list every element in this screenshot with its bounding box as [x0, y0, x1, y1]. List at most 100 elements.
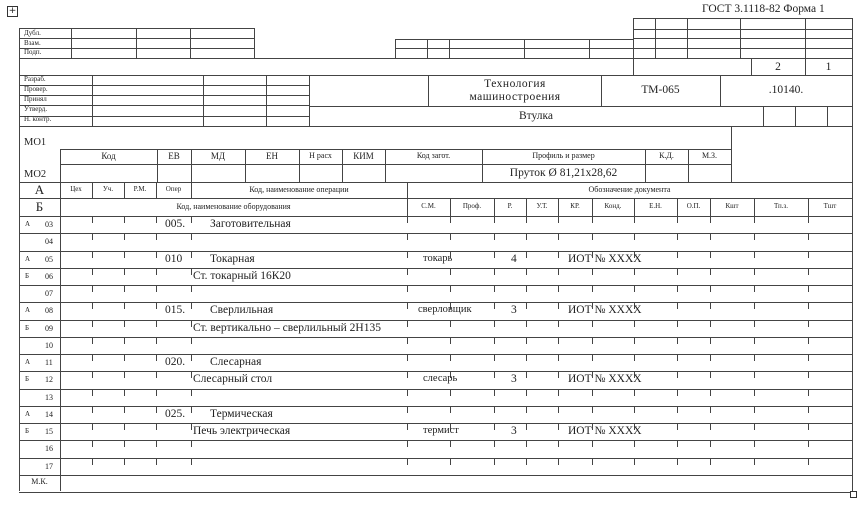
row-letter: Б	[25, 324, 30, 332]
label-mo2: МО2	[24, 169, 47, 180]
sign-prinyal: Принял	[24, 95, 47, 103]
header-en: ЕН	[266, 150, 278, 161]
row-letter: А	[25, 306, 31, 314]
operation-number: 005.	[165, 217, 186, 230]
profession: токарь	[423, 253, 453, 265]
row-letter: Б	[25, 427, 30, 435]
row-number: 15	[45, 426, 53, 436]
header-kond: Конд.	[604, 202, 622, 211]
category: 4	[511, 252, 517, 265]
row-number: 08	[45, 305, 53, 315]
operation-number: 015.	[165, 303, 186, 316]
table-move-icon[interactable]: +	[7, 6, 18, 17]
row-number: 06	[45, 271, 53, 281]
row-number: 12	[45, 374, 53, 384]
document-code: .10140.	[768, 84, 804, 97]
profession: термист	[423, 425, 459, 437]
header-uch: Уч.	[102, 185, 114, 194]
header-kd: К.Д.	[659, 151, 674, 161]
row-number: 07	[45, 288, 53, 298]
table-resize-icon[interactable]	[850, 491, 857, 498]
row-number: 05	[45, 254, 53, 264]
header-ksht: Кшт	[725, 202, 739, 211]
header-ut: У.Т.	[536, 202, 548, 211]
row-number: 03	[45, 219, 53, 229]
equipment-name: Слесарный стол	[193, 372, 273, 385]
sign-utverd: Утверд.	[24, 105, 48, 113]
label-podp: Подп.	[24, 48, 42, 56]
row-number: 14	[45, 409, 53, 419]
header-en2: Е.Н.	[649, 202, 662, 211]
sheets-total: 2	[775, 60, 781, 73]
group-code: ТМ-065	[641, 84, 680, 97]
category: 3	[511, 372, 517, 385]
operation-number: 010	[165, 252, 183, 265]
equipment-name: Ст. вертикально – сверлильный 2Н135	[193, 321, 381, 334]
operation-number: 025.	[165, 407, 186, 420]
row-letter: Б	[25, 272, 30, 280]
sign-razrab: Разраб.	[24, 75, 46, 83]
header-prof: Проф.	[462, 202, 482, 211]
row-number: 17	[45, 461, 53, 471]
header-document: Обозначение документа	[588, 184, 671, 194]
operation-name: Заготовительная	[210, 217, 291, 230]
instruction-doc: ИОТ № ХХХХ	[568, 424, 642, 437]
header-n-rash: Н расх	[309, 151, 332, 161]
operation-number: 020.	[165, 355, 186, 368]
header-tpz: Тп.з.	[773, 202, 789, 211]
category: 3	[511, 303, 517, 316]
organization: Технология машиностроения	[469, 78, 561, 103]
row-number: 09	[45, 323, 53, 333]
part-name: Втулка	[518, 109, 554, 122]
header-operation-name: Код, наименование операции	[249, 184, 349, 194]
form-title: ГОСТ 3.1118-82 Форма 1	[702, 3, 825, 15]
header-r: Р.	[507, 202, 513, 211]
row-number: 04	[45, 236, 53, 246]
operation-name: Слесарная	[210, 355, 262, 368]
row-letter: Б	[25, 375, 30, 383]
header-kod-zagot: Код загот.	[416, 151, 451, 161]
profession: сверловщик	[418, 304, 472, 316]
equipment-name: Ст. токарный 16К20	[193, 269, 291, 282]
operation-name: Термическая	[210, 407, 273, 420]
label-dubl: Дубл.	[24, 29, 41, 37]
header-kim: КИМ	[353, 150, 374, 161]
header-equipment: Код, наименование оборудования	[176, 201, 291, 211]
header-kr: КР.	[570, 202, 580, 211]
operation-name: Токарная	[210, 252, 255, 265]
instruction-doc: ИОТ № ХХХХ	[568, 372, 642, 385]
row-number: 11	[45, 357, 53, 367]
row-number: 13	[45, 392, 53, 402]
header-mz: М.З.	[701, 151, 718, 161]
label-vzam: Взам.	[24, 39, 41, 47]
profile-value: Пруток Ø 81,21х28,62	[509, 166, 618, 179]
equipment-name: Печь электрическая	[193, 424, 291, 437]
footer-mk: М.К.	[31, 477, 48, 487]
header-profile: Профиль и размер	[532, 151, 595, 161]
header-rm: Р.М.	[133, 185, 147, 194]
sheet-current: 1	[825, 60, 832, 73]
category: 3	[511, 424, 517, 437]
header-ceh: Цех	[70, 185, 82, 194]
operation-name: Сверлильная	[210, 303, 274, 316]
instruction-doc: ИОТ № ХХХХ	[568, 252, 642, 265]
sign-prover: Провер.	[24, 85, 48, 93]
profession: слесарь	[423, 373, 458, 385]
header-ev: ЕВ	[168, 150, 180, 161]
row-letter: А	[25, 410, 31, 418]
instruction-doc: ИОТ № ХХХХ	[568, 303, 642, 316]
row-a-letter: А	[34, 182, 45, 198]
row-number: 10	[45, 340, 53, 350]
row-letter: А	[25, 358, 31, 366]
header-tsht: Тшт	[823, 202, 837, 211]
row-letter: А	[25, 255, 31, 263]
header-oper: Опер	[165, 185, 182, 194]
label-mo1: МО1	[24, 137, 47, 148]
header-md: МД	[210, 150, 226, 161]
row-b-letter: Б	[35, 199, 44, 215]
row-number: 16	[45, 443, 53, 453]
row-letter: А	[25, 220, 31, 228]
header-kod: Код	[101, 150, 116, 161]
